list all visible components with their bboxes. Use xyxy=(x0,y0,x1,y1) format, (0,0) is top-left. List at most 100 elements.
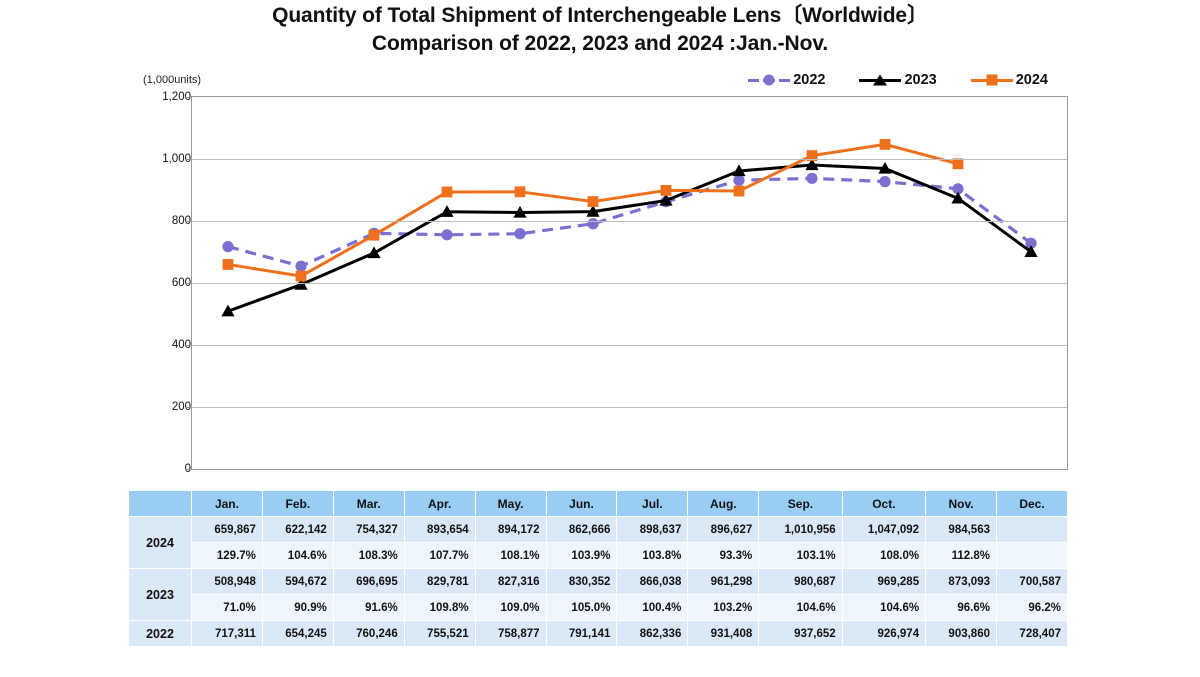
y-axis-tick-label: 1,000 xyxy=(162,153,191,165)
data-point-marker xyxy=(440,205,454,217)
y-axis-tick-label: 1,200 xyxy=(162,91,191,103)
table-cell-value: 830,352 xyxy=(546,569,617,594)
table-cell-value: 980,687 xyxy=(759,569,842,594)
series-line-2023 xyxy=(227,163,1032,313)
table-row: 2024 659,867 622,142 754,327 893,654 894,172 8… xyxy=(129,517,1067,568)
legend-marker-triangle-icon xyxy=(873,74,888,86)
table-cell-percent: 107.7% xyxy=(404,543,475,568)
y-axis-tick-label: 400 xyxy=(171,339,191,351)
data-point-marker xyxy=(1024,245,1038,257)
data-point-marker xyxy=(586,204,600,217)
data-point-marker xyxy=(951,191,965,204)
y-axis-tick-label: 600 xyxy=(171,277,191,289)
table-cell-percent: 104.6% xyxy=(759,595,842,620)
table-cell-value: 873,093 xyxy=(926,569,996,594)
table-cell-value: 508,948 xyxy=(192,569,262,594)
table-row-year-label: 2022 xyxy=(129,621,191,646)
table-cell-percent: 108.0% xyxy=(842,543,926,568)
table-cell-value: 829,781 xyxy=(404,569,475,594)
series-lines xyxy=(221,139,1038,317)
table-column-header: Jun. xyxy=(546,491,617,516)
table-cell-value: 827,316 xyxy=(475,569,546,594)
table-cell-value: 760,246 xyxy=(333,621,404,646)
table-cell-percent: 105.0% xyxy=(546,595,617,620)
table-cell-value: 931,408 xyxy=(688,621,759,646)
table-cell-value: 866,038 xyxy=(617,569,688,594)
table-cell-value xyxy=(997,517,1067,542)
y-axis-units-label: (1,000units) xyxy=(143,74,202,86)
table-corner-cell xyxy=(129,491,191,516)
table-cell-percent: 103.2% xyxy=(688,595,759,620)
data-point-marker xyxy=(659,193,673,206)
table-column-header: Jan. xyxy=(192,491,262,516)
table-row-year-label: 2024 xyxy=(129,517,191,568)
data-point-marker xyxy=(952,158,964,170)
legend-swatch-2023 xyxy=(859,74,902,86)
data-point-marker xyxy=(952,183,964,195)
data-point-marker xyxy=(878,161,892,174)
y-axis-tick-mark xyxy=(185,345,191,346)
legend-item-2024[interactable]: 2024 xyxy=(970,72,1048,88)
table-column-header: May. xyxy=(475,491,546,516)
table-cell-percent: 104.6% xyxy=(262,543,333,568)
legend-item-2022[interactable]: 2022 xyxy=(748,72,825,88)
table-column-header: Aug. xyxy=(688,491,759,516)
table-cell-value: 1,047,092 xyxy=(842,517,926,542)
series-line-2022 xyxy=(227,176,1032,268)
table-cell-percent: 96.2% xyxy=(997,595,1067,620)
table-cell-value: 659,867 xyxy=(192,517,262,542)
legend-swatch-2022 xyxy=(748,74,791,86)
y-axis-tick-label: 0 xyxy=(135,463,191,475)
y-axis-tick-mark xyxy=(185,407,191,408)
gridline xyxy=(192,407,1067,408)
table-column-header: Sep. xyxy=(759,491,842,516)
data-point-marker xyxy=(879,176,891,188)
table-cell-value: 622,142 xyxy=(262,517,333,542)
data-point-marker xyxy=(368,229,380,241)
table-cell-value: 696,695 xyxy=(333,569,404,594)
legend-swatch-2024 xyxy=(970,74,1013,86)
data-point-marker xyxy=(806,172,818,184)
table-cell-value: 893,654 xyxy=(404,517,475,542)
data-point-marker xyxy=(733,185,745,197)
data-point-marker xyxy=(805,158,819,171)
table-cell-value: 755,521 xyxy=(404,621,475,646)
data-point-marker xyxy=(222,241,234,253)
data-point-marker xyxy=(441,186,453,198)
table-header: Jan. Feb. Mar. Apr. May. Jun. Jul. Aug. Sep. Oct.… xyxy=(129,491,1067,516)
data-point-marker xyxy=(732,164,746,177)
y-axis-tick-mark xyxy=(185,159,191,160)
title-line-1: Quantity of Total Shipment of Intercheng… xyxy=(272,4,928,27)
table-cell-value: 903,860 xyxy=(926,621,996,646)
table-cell-percent: 90.9% xyxy=(262,595,333,620)
table-cell-percent xyxy=(997,543,1067,568)
table-cell-value: 700,587 xyxy=(997,569,1067,594)
page-title: Quantity of Total Shipment of Intercheng… xyxy=(0,2,1200,58)
table-cell-value: 894,172 xyxy=(475,517,546,542)
table-cell-value: 594,672 xyxy=(262,569,333,594)
legend-marker-circle-icon xyxy=(763,74,775,86)
data-point-marker xyxy=(513,205,527,218)
table-cell-percent: 100.4% xyxy=(617,595,688,620)
table-cell-percent: 109.0% xyxy=(475,595,546,620)
table-cell-value: 728,407 xyxy=(997,621,1067,646)
y-axis-tick-mark xyxy=(185,283,191,284)
table-column-header: Jul. xyxy=(617,491,688,516)
table-cell-value: 984,563 xyxy=(926,517,996,542)
gridline xyxy=(192,283,1067,284)
table-row-percent: 71.0% 90.9% 91.6% 109.8% 109.0% 105.0% 100.4% 1… xyxy=(129,595,1067,620)
table-column-header: Apr. xyxy=(404,491,475,516)
data-point-marker xyxy=(295,260,307,272)
chart-legend: 2022 2023 2024 xyxy=(748,72,1048,88)
legend-item-2023[interactable]: 2023 xyxy=(859,72,937,88)
y-axis: 0 200 400 600 800 1,000 1,200 xyxy=(129,91,191,475)
gridline xyxy=(192,345,1067,346)
title-line-2: Comparison of 2022, 2023 and 2024 :Jan.-… xyxy=(371,32,829,55)
table-cell-percent: 103.8% xyxy=(617,543,688,568)
table-cell-percent: 103.1% xyxy=(759,543,842,568)
data-point-marker xyxy=(660,185,672,196)
data-point-marker xyxy=(295,270,307,282)
plot-area xyxy=(191,96,1068,470)
y-axis-tick-mark xyxy=(185,469,191,470)
table-cell-value: 754,327 xyxy=(333,517,404,542)
